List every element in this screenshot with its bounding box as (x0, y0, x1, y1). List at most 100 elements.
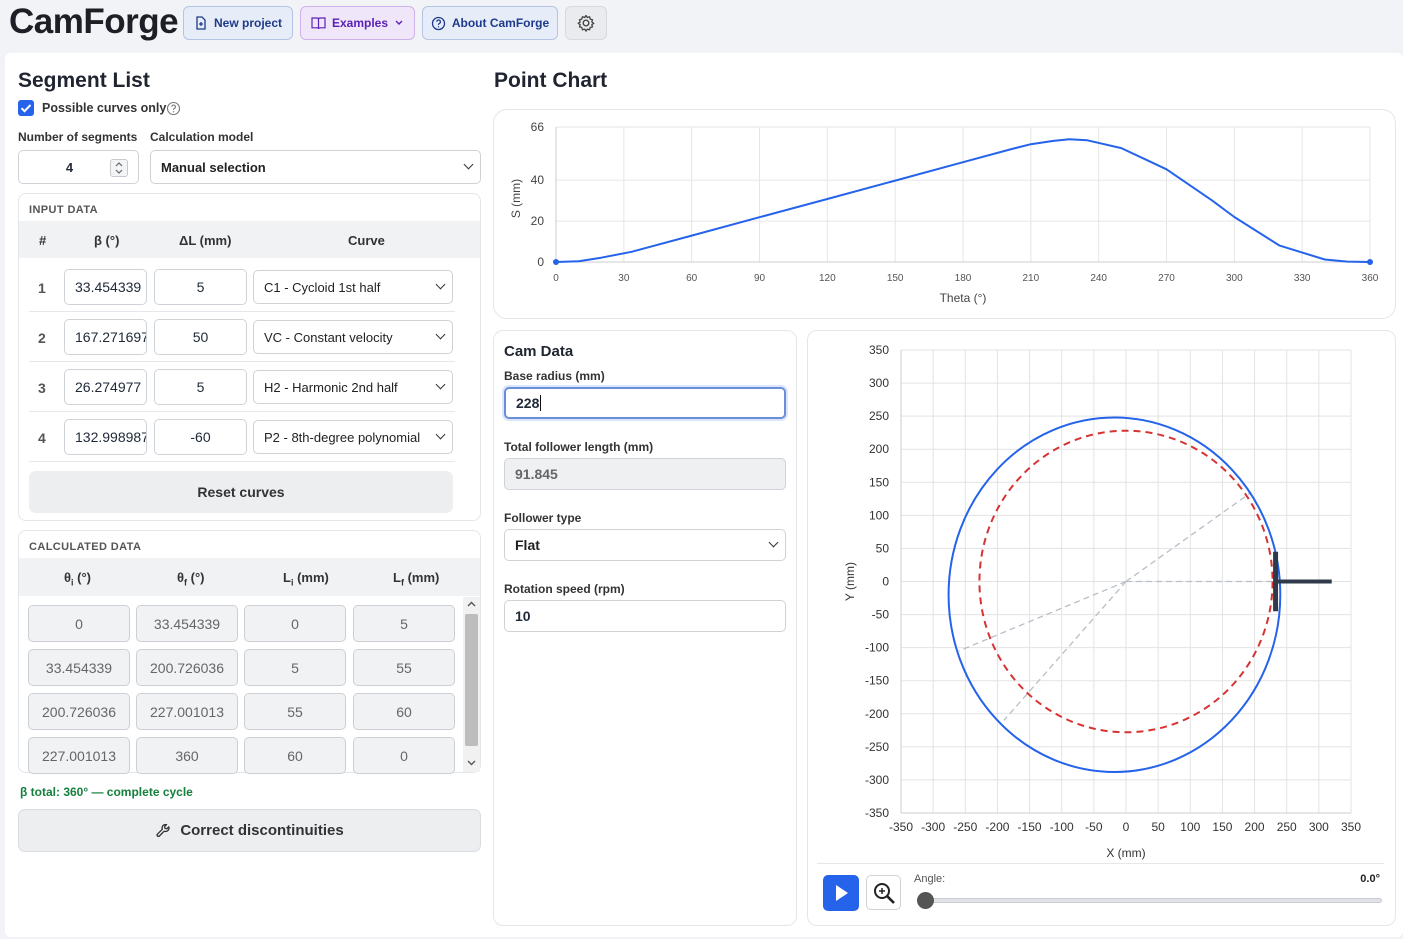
correct-discontinuities-button[interactable]: Correct discontinuities (18, 809, 481, 852)
construction-line (1003, 581, 1127, 721)
examples-button[interactable]: Examples (300, 6, 415, 40)
calculated-data-title: CALCULATED DATA (29, 541, 142, 553)
x-tick-label: 30 (618, 273, 630, 284)
rotation-speed-value: 10 (515, 608, 531, 624)
beta-input[interactable]: 33.454339 (64, 269, 147, 305)
reset-curves-button[interactable]: Reset curves (29, 471, 453, 513)
follower-type-select[interactable]: Flat (504, 529, 786, 561)
possible-curves-checkbox[interactable] (18, 100, 34, 116)
about-button[interactable]: About CamForge (422, 6, 558, 40)
col-num: # (39, 233, 47, 248)
curve-select[interactable]: VC - Constant velocity (253, 320, 453, 354)
x-tick-label: 0 (1123, 820, 1130, 834)
curve-select[interactable]: C1 - Cycloid 1st half (253, 270, 453, 304)
follower-type-value: Flat (515, 537, 540, 553)
calc-model-label: Calculation model (150, 130, 254, 144)
x-tick-label: -50 (1085, 820, 1103, 834)
col-beta: β (°) (94, 233, 120, 248)
x-tick-label: 210 (1022, 273, 1039, 284)
dl-value: 50 (192, 329, 209, 345)
dl-input[interactable]: 50 (154, 319, 247, 355)
x-tick-label: 270 (1158, 273, 1175, 284)
input-table-header: # β (°) ΔL (mm) Curve (19, 221, 480, 258)
dl-input[interactable]: 5 (154, 269, 247, 305)
new-project-button[interactable]: New project (183, 6, 293, 40)
y-tick-label: 20 (531, 214, 545, 228)
curve-select[interactable]: H2 - Harmonic 2nd half (253, 370, 453, 404)
x-tick-label: 0 (553, 273, 559, 284)
settings-button[interactable] (565, 6, 607, 40)
base-circle (978, 429, 1274, 734)
calc-model-select[interactable]: Manual selection (150, 150, 481, 184)
play-button[interactable] (823, 875, 859, 911)
gear-icon (577, 14, 595, 32)
scroll-up-icon[interactable] (466, 599, 477, 610)
dl-input[interactable]: -60 (154, 419, 247, 455)
row-number: 4 (38, 430, 46, 446)
col-theta-f: θf (°) (177, 570, 205, 588)
row-number: 1 (38, 280, 46, 296)
calc-cell: 60 (353, 693, 455, 730)
x-axis-label: X (mm) (1106, 846, 1145, 860)
calc-cell: 5 (353, 605, 455, 642)
l-i-symbol: L (283, 570, 291, 585)
divider (29, 411, 455, 412)
chevron-down-icon (435, 379, 446, 390)
y-tick-label: -100 (865, 641, 889, 655)
beta-total-status: β total: 360° — complete cycle (20, 785, 193, 799)
calc-cell: 227.001013 (28, 737, 130, 774)
dl-input[interactable]: 5 (154, 369, 247, 405)
point-chart-title: Point Chart (494, 69, 608, 92)
scrollbar[interactable] (463, 597, 480, 772)
y-axis-label: S (mm) (509, 179, 523, 218)
help-circle-icon[interactable] (166, 101, 181, 116)
theta-f-unit: (°) (187, 570, 205, 585)
rotation-speed-input[interactable]: 10 (504, 600, 786, 632)
angle-slider-thumb[interactable] (917, 892, 934, 909)
follower-length-field: 91.845 (504, 458, 786, 490)
base-radius-input[interactable]: 228 (504, 387, 786, 419)
beta-input[interactable]: 132.998987 (64, 419, 147, 455)
dl-value: 5 (196, 379, 205, 395)
x-tick-label: 50 (1151, 820, 1165, 834)
calc-cell: 55 (353, 649, 455, 686)
l-f-symbol: L (393, 570, 401, 585)
x-tick-label: -250 (953, 820, 977, 834)
y-axis-label: Y (mm) (843, 562, 857, 601)
scroll-down-icon[interactable] (466, 757, 477, 768)
x-axis-label: Theta (°) (940, 291, 987, 305)
new-file-icon (196, 16, 206, 30)
dl-value: -60 (190, 429, 211, 445)
x-tick-label: -100 (1050, 820, 1074, 834)
play-icon (836, 885, 848, 901)
y-tick-label: 150 (869, 475, 889, 489)
input-data-title: INPUT DATA (29, 204, 98, 216)
x-tick-label: 150 (887, 273, 904, 284)
theta-f-sub: f (184, 577, 188, 588)
follower-type-label: Follower type (504, 511, 582, 525)
row-number: 3 (38, 380, 46, 396)
beta-input[interactable]: 26.274977 (64, 369, 147, 405)
chevron-down-icon (435, 279, 446, 290)
scrollbar-thumb[interactable] (465, 614, 478, 746)
text-cursor (540, 395, 542, 411)
y-tick-label: 0 (537, 255, 544, 269)
book-icon (311, 17, 326, 30)
num-segments-input[interactable]: 4 (18, 150, 139, 184)
beta-value: 167.271697 (75, 329, 147, 345)
curve-value: VC - Constant velocity (264, 329, 393, 345)
stepper-arrows[interactable] (110, 159, 128, 177)
y-tick-label: -50 (872, 608, 890, 622)
theta-i-symbol: θ (64, 570, 72, 585)
y-tick-label: 40 (531, 173, 545, 187)
beta-input[interactable]: 167.271697 (64, 319, 147, 355)
zoom-button[interactable] (866, 875, 901, 910)
x-tick-label: 240 (1090, 273, 1107, 284)
chevron-down-icon (463, 159, 474, 170)
curve-value: H2 - Harmonic 2nd half (264, 379, 398, 395)
angle-slider[interactable] (918, 898, 1382, 903)
follower-length-label: Total follower length (mm) (504, 440, 654, 454)
curve-select[interactable]: P2 - 8th-degree polynomial (253, 420, 453, 454)
y-tick-label: 250 (869, 409, 889, 423)
l-i-unit: (mm) (293, 570, 329, 585)
